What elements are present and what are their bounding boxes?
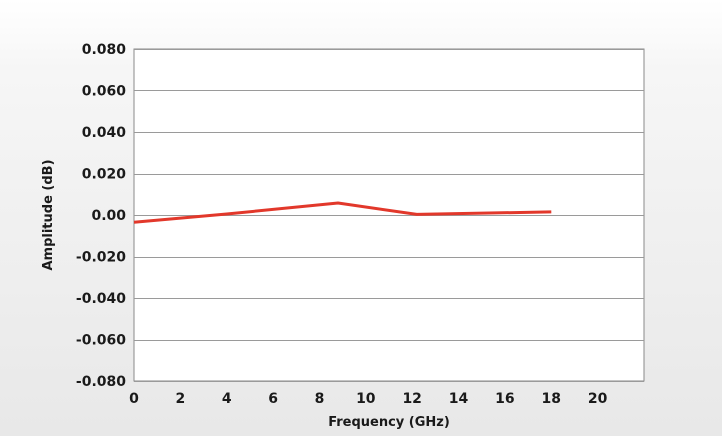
y-tick-label: 0.020 [82,167,127,183]
series-line [133,201,552,224]
x-tick-label: 0 [129,391,139,407]
x-tick-label: 20 [588,391,608,407]
y-tick-label: -0.040 [76,291,126,307]
x-tick-label: 18 [542,391,561,407]
x-tick-label: 10 [356,391,376,407]
y-tick-label: -0.020 [76,250,126,266]
y-axis-title: Amplitude (dB) [41,159,56,270]
y-axis-tick-labels: -0.080 -0.060 -0.040 -0.020 0.00 0.020 0.040 0.… [76,42,126,390]
gridlines [134,49,644,382]
x-axis-tick-labels: 0 2 4 6 8 10 12 14 16 18 20 [129,391,608,407]
x-tick-label: 8 [315,391,325,407]
y-tick-label: 0.00 [91,208,126,224]
x-tick-label: 12 [402,391,421,407]
x-tick-label: 16 [495,391,514,407]
x-tick-label: 6 [268,391,278,407]
x-tick-label: 4 [222,391,232,407]
y-tick-label: 0.060 [82,84,127,100]
y-tick-label: 0.040 [82,125,127,141]
x-axis-title: Frequency (GHz) [328,415,450,430]
y-tick-label: -0.080 [76,374,126,390]
x-tick-label: 2 [175,391,185,407]
y-tick-label: -0.060 [76,333,126,349]
series-layer [133,201,552,224]
x-tick-label: 14 [449,391,469,407]
y-tick-label: 0.080 [82,42,127,58]
